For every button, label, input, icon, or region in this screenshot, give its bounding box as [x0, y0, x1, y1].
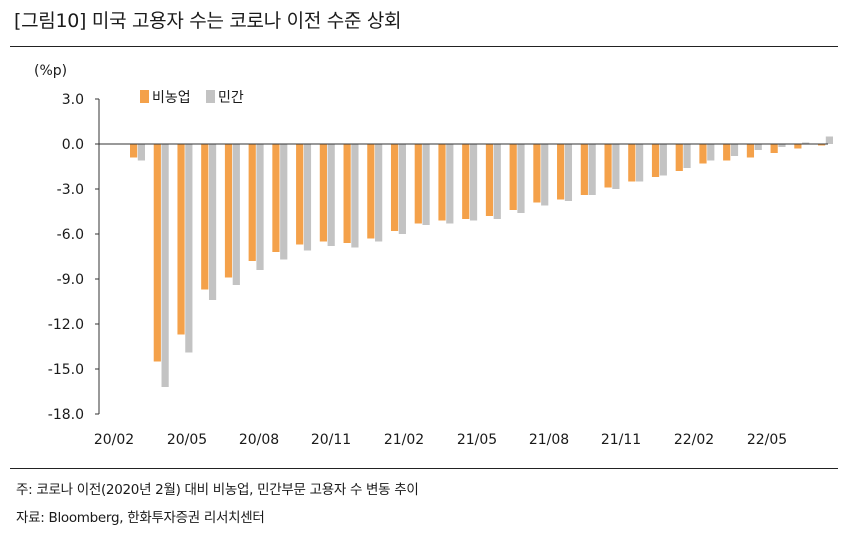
bar — [177, 144, 185, 335]
bar — [778, 144, 786, 147]
bar — [794, 144, 802, 149]
bar — [375, 144, 383, 242]
bar — [683, 144, 691, 168]
employment-change-chart: 3.00.0-3.0-6.0-9.0-12.0-15.0-18.0 20/02 2… — [48, 90, 833, 448]
bar — [153, 144, 161, 362]
bar — [802, 142, 810, 144]
bar — [343, 144, 351, 243]
bar — [707, 144, 715, 161]
bar — [161, 144, 169, 387]
bar — [390, 144, 399, 231]
x-tick-label: 22/05 — [747, 432, 787, 448]
chart-note: 주: 코로나 이전(2020년 2월) 대비 비농업, 민간부문 고용자 수 변… — [16, 482, 419, 498]
footer-divider — [10, 468, 838, 469]
y-unit-label: (%p) — [34, 63, 68, 79]
y-tick-label: 3.0 — [62, 92, 84, 108]
x-axis: 20/02 20/05 20/08 20/11 21/02 21/05 21/08 21/11… — [94, 432, 787, 448]
legend-label: 민간 — [218, 90, 244, 106]
bar — [541, 144, 549, 206]
bar — [208, 144, 217, 300]
page-title: [그림10] 미국 고용자 수는 코로나 이전 수준 상회 — [14, 10, 402, 32]
bar — [675, 144, 683, 171]
x-tick-label: 20/02 — [94, 432, 134, 448]
bar — [185, 144, 193, 353]
bar — [201, 144, 209, 290]
bar — [462, 144, 470, 219]
bar — [422, 144, 430, 225]
bar — [580, 144, 588, 195]
x-tick-label: 21/02 — [384, 432, 424, 448]
bar — [825, 136, 833, 144]
bar — [438, 144, 446, 221]
bar — [232, 144, 240, 285]
bar — [469, 144, 478, 221]
bar — [414, 144, 422, 224]
x-tick-label: 20/05 — [167, 432, 207, 448]
x-tick-label: 20/11 — [311, 432, 351, 448]
bar — [272, 144, 280, 252]
bar — [493, 144, 501, 219]
bar — [533, 144, 541, 203]
bar — [612, 144, 620, 189]
y-tick-label: -18.0 — [48, 407, 84, 423]
y-tick-label: 0.0 — [62, 137, 84, 153]
bar — [659, 144, 667, 176]
bar — [628, 144, 636, 182]
bar — [723, 144, 731, 161]
bar — [256, 144, 264, 270]
y-tick-label: -3.0 — [57, 182, 84, 198]
chart-source: 자료: Bloomberg, 한화투자증권 리서치센터 — [16, 510, 265, 526]
bar — [754, 144, 762, 150]
bar — [699, 144, 707, 164]
bar — [303, 144, 312, 251]
legend-swatch — [140, 90, 149, 103]
bar — [351, 144, 359, 248]
bar — [485, 144, 494, 216]
bar — [564, 144, 573, 201]
bar — [398, 144, 406, 234]
bar — [446, 144, 454, 224]
bar — [137, 144, 145, 161]
x-tick-label: 21/08 — [529, 432, 569, 448]
bar — [517, 144, 525, 213]
x-tick-label: 21/11 — [601, 432, 641, 448]
bar — [248, 144, 256, 261]
bar — [557, 144, 565, 200]
bar — [130, 144, 138, 158]
bar — [818, 144, 826, 146]
legend: 비농업 민간 — [140, 90, 244, 106]
y-tick-label: -12.0 — [48, 317, 84, 333]
y-tick-label: -6.0 — [57, 227, 84, 243]
title-divider — [10, 46, 838, 47]
x-tick-label: 21/05 — [457, 432, 497, 448]
y-axis: 3.0 0.0 -3.0 -6.0 -9.0 -12.0 -15.0 -18.0 — [48, 92, 100, 423]
x-tick-label: 20/08 — [239, 432, 279, 448]
y-tick-label: -15.0 — [48, 362, 84, 378]
bar — [280, 144, 288, 260]
y-tick-label: -9.0 — [57, 272, 84, 288]
bar — [588, 144, 596, 195]
bar — [636, 144, 644, 182]
bar — [746, 144, 755, 158]
legend-label: 비농업 — [152, 90, 191, 106]
bar — [651, 144, 660, 177]
bar — [296, 144, 304, 245]
bars-group — [130, 136, 833, 387]
bar — [327, 144, 335, 246]
legend-swatch — [206, 90, 215, 103]
bar — [509, 144, 517, 210]
x-tick-label: 22/02 — [674, 432, 714, 448]
bar — [319, 144, 327, 242]
bar — [604, 144, 612, 188]
bar — [730, 144, 739, 156]
bar — [367, 144, 375, 239]
bar — [224, 144, 233, 278]
bar — [770, 144, 778, 153]
